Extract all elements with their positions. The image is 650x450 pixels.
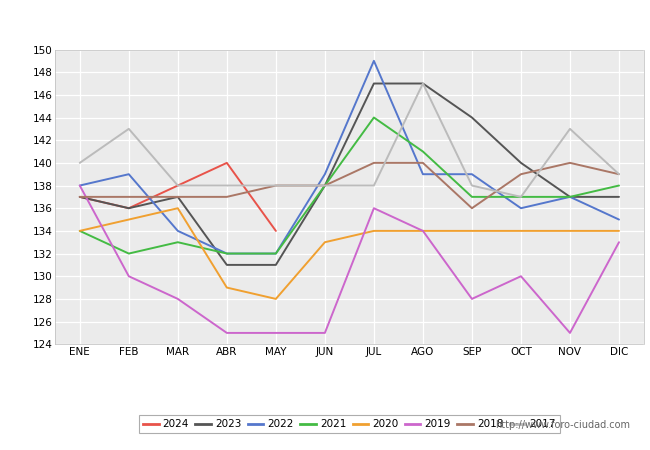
Text: http://www.foro-ciudad.com: http://www.foro-ciudad.com: [495, 420, 630, 430]
Legend: 2024, 2023, 2022, 2021, 2020, 2019, 2018, 2017: 2024, 2023, 2022, 2021, 2020, 2019, 2018…: [138, 415, 560, 433]
Text: Afiliados en Cogeces del Monte a 31/5/2024: Afiliados en Cogeces del Monte a 31/5/20…: [149, 14, 501, 29]
